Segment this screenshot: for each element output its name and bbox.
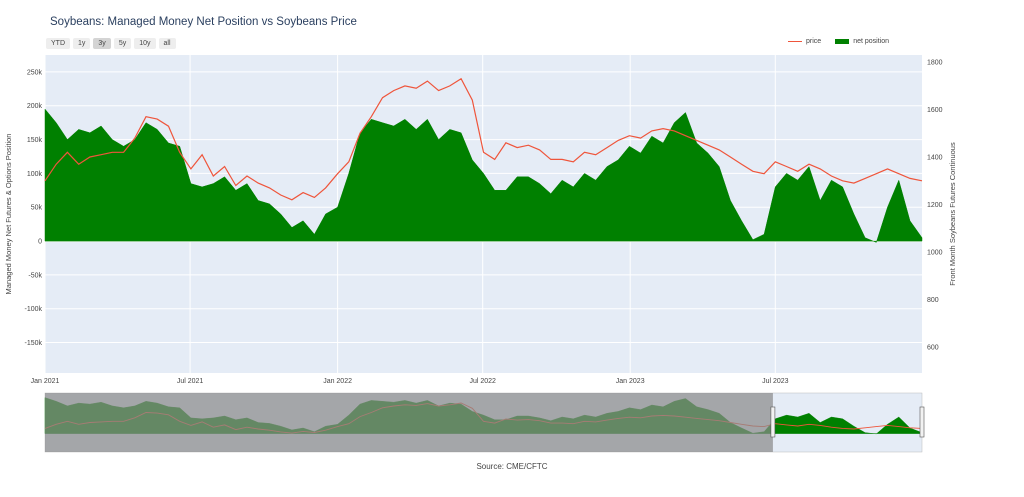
y-tick-label: -50k: [28, 272, 42, 279]
y2-tick-label: 1800: [927, 60, 943, 67]
range-button-10y[interactable]: 10y: [134, 38, 156, 49]
y2-tick-label: 800: [927, 297, 939, 304]
range-slider-handle-left[interactable]: [770, 406, 776, 438]
source-note: Source: CME/CFTC: [476, 462, 548, 471]
legend: price net position: [788, 38, 889, 45]
x-tick-label: Jan 2023: [616, 378, 645, 385]
range-button-all[interactable]: all: [158, 38, 176, 49]
y-tick-label: 200k: [27, 103, 43, 110]
y-tick-label: -100k: [24, 306, 42, 313]
net-position-area: [44, 108, 923, 243]
y2-tick-label: 600: [927, 344, 939, 351]
x-tick-label: Jan 2022: [323, 378, 352, 385]
x-tick-label: Jul 2021: [177, 378, 204, 385]
range-slider-handle-right[interactable]: [919, 406, 925, 438]
range-button-1y[interactable]: 1y: [73, 38, 91, 49]
y-axis-title: Managed Money Net Futures & Options Posi…: [4, 134, 13, 295]
price-swatch: [788, 41, 802, 42]
legend-price-label: price: [806, 38, 822, 45]
range-button-3y[interactable]: 3y: [93, 38, 111, 49]
y2-tick-label: 1400: [927, 155, 943, 162]
y2-axis-title: Front Month Soybeans Futures Continuous: [948, 142, 957, 286]
y2-tick-label: 1200: [927, 202, 943, 209]
y2-tick-label: 1600: [927, 107, 943, 114]
legend-item-price[interactable]: price: [788, 38, 821, 45]
y-tick-label: 150k: [27, 137, 43, 144]
net-position-swatch: [835, 39, 850, 44]
range-slider-mask: [45, 393, 773, 452]
y-tick-label: -150k: [24, 340, 42, 347]
range-button-ytd[interactable]: YTD: [46, 38, 70, 49]
range-selector: YTD 1y 3y 5y 10y all: [46, 38, 176, 49]
range-button-5y[interactable]: 5y: [113, 38, 132, 49]
y2-tick-label: 1000: [927, 249, 943, 256]
y-tick-label: 50k: [31, 205, 43, 212]
price-line: [44, 77, 923, 201]
y-tick-label: 100k: [27, 171, 43, 178]
legend-net-label: net position: [853, 38, 889, 45]
x-tick-label: Jul 2022: [469, 378, 496, 385]
y-tick-label: 250k: [27, 69, 43, 76]
chart-title: Soybeans: Managed Money Net Position vs …: [50, 16, 357, 28]
x-tick-label: Jan 2021: [31, 378, 60, 385]
legend-item-net-position[interactable]: net position: [835, 38, 889, 45]
y-tick-label: 0: [38, 239, 42, 246]
x-tick-label: Jul 2023: [762, 378, 789, 385]
